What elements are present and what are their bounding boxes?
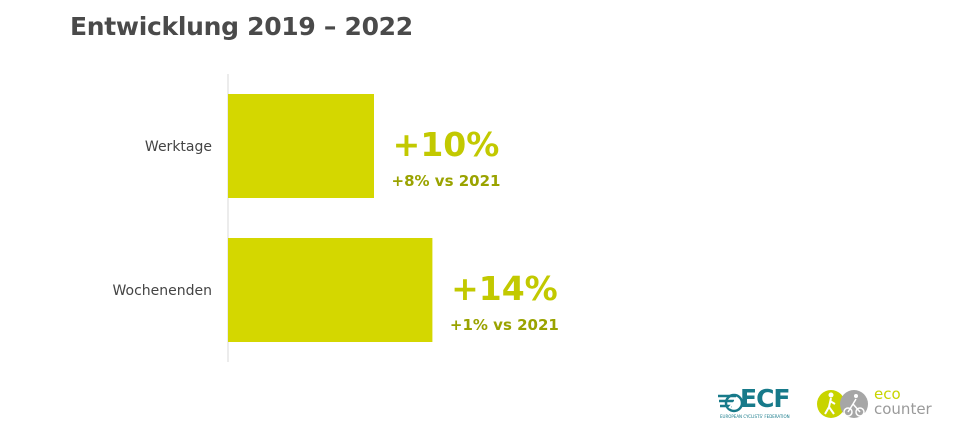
comparison-label: +8% vs 2021	[392, 172, 501, 190]
footer-logos: ECF EUROPEAN CYCLISTS' FEDERATION eco co…	[716, 384, 946, 426]
eco-counter-figures-icon	[817, 390, 868, 418]
bar	[228, 94, 374, 198]
value-label: +10%	[393, 125, 500, 164]
eco-word: eco	[874, 385, 901, 403]
category-label: Werktage	[145, 139, 212, 155]
ecf-name: ECF	[740, 384, 791, 413]
chart-title: Entwicklung 2019 – 2022	[70, 12, 413, 41]
ecf-wing-icon	[718, 393, 744, 413]
ecf-subtitle: EUROPEAN CYCLISTS' FEDERATION	[720, 414, 790, 419]
bar	[228, 238, 433, 342]
eco-counter-text: eco counter	[874, 387, 932, 417]
category-label: Wochenenden	[112, 283, 212, 299]
comparison-label: +1% vs 2021	[450, 316, 559, 334]
ecf-logo: ECF EUROPEAN CYCLISTS' FEDERATION	[716, 384, 808, 426]
eco-counter-logo: eco counter	[816, 384, 946, 426]
value-label: +14%	[451, 269, 558, 308]
counter-word: counter	[874, 400, 932, 418]
